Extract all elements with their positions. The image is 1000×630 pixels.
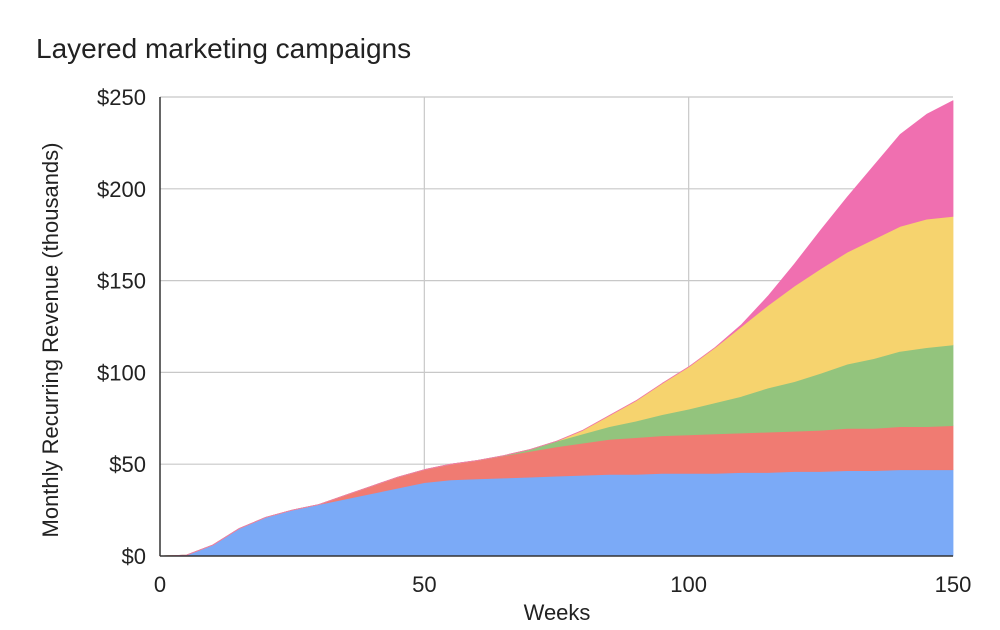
series-area-1 xyxy=(159,469,954,557)
series-area-5 xyxy=(159,100,954,557)
x-tick-label: 0 xyxy=(154,572,166,597)
y-tick-label: $0 xyxy=(122,544,146,569)
axes xyxy=(159,97,953,557)
y-tick-label: $100 xyxy=(97,360,146,385)
x-axis-label: Weeks xyxy=(524,600,591,625)
x-tick-labels: 0 50 100 150 xyxy=(154,572,971,597)
y-tick-labels: $0 $50 $100 $150 $200 $250 xyxy=(97,85,146,569)
gridlines xyxy=(160,96,953,556)
y-tick-label: $150 xyxy=(97,269,146,294)
y-axis-label: Monthly Recurring Revenue (thousands) xyxy=(38,143,63,538)
x-tick-label: 50 xyxy=(412,572,436,597)
chart-title: Layered marketing campaigns xyxy=(36,33,411,64)
y-tick-label: $50 xyxy=(109,452,146,477)
stacked-areas xyxy=(159,100,954,557)
x-tick-label: 150 xyxy=(935,572,972,597)
y-tick-label: $250 xyxy=(97,85,146,110)
y-tick-label: $200 xyxy=(97,177,146,202)
x-tick-label: 100 xyxy=(670,572,707,597)
